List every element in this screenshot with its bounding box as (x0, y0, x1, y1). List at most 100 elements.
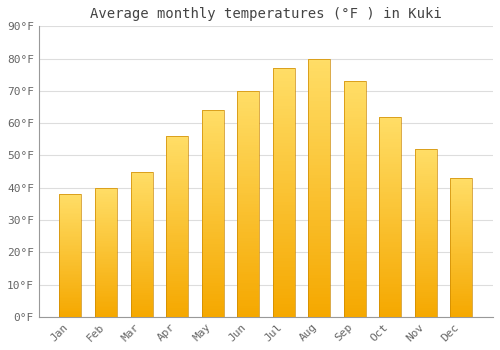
Bar (130, 188, 152, 190)
Bar (450, 246, 472, 247)
Bar (344, 311, 366, 314)
Bar (272, 220, 294, 224)
Bar (202, 152, 224, 154)
Bar (95, 312, 117, 314)
Bar (95, 256, 117, 257)
Bar (60, 208, 82, 209)
Bar (450, 300, 472, 301)
Bar (308, 268, 330, 272)
Bar (95, 217, 117, 218)
Bar (272, 239, 294, 242)
Bar (60, 304, 82, 306)
Bar (308, 214, 330, 217)
Bar (166, 161, 188, 163)
Bar (95, 304, 117, 306)
Bar (166, 168, 188, 170)
Bar (60, 223, 82, 225)
Bar (202, 203, 224, 206)
Bar (450, 261, 472, 263)
Bar (60, 251, 82, 252)
Bar (415, 180, 437, 182)
Bar (60, 239, 82, 240)
Bar (344, 199, 366, 202)
Bar (308, 136, 330, 139)
Bar (130, 297, 152, 299)
Bar (237, 97, 259, 99)
Bar (415, 298, 437, 300)
Bar (380, 297, 402, 299)
Bar (380, 244, 402, 247)
Bar (272, 127, 294, 131)
Bar (344, 231, 366, 235)
Bar (60, 236, 82, 237)
Bar (450, 265, 472, 266)
Bar (415, 250, 437, 252)
Bar (237, 272, 259, 274)
Bar (344, 243, 366, 246)
Bar (308, 149, 330, 152)
Bar (202, 245, 224, 247)
Bar (130, 231, 152, 233)
Bar (380, 119, 402, 122)
Bar (202, 139, 224, 141)
Bar (380, 294, 402, 297)
Bar (272, 75, 294, 78)
Bar (130, 173, 152, 175)
Bar (166, 141, 188, 143)
Bar (95, 298, 117, 299)
Bar (237, 274, 259, 277)
Bar (272, 146, 294, 149)
Bar (415, 168, 437, 170)
Bar (95, 218, 117, 220)
Bar (95, 212, 117, 214)
Bar (60, 217, 82, 219)
Bar (415, 184, 437, 187)
Bar (130, 304, 152, 306)
Bar (380, 209, 402, 212)
Bar (202, 175, 224, 177)
Bar (450, 263, 472, 265)
Bar (60, 306, 82, 308)
Bar (308, 181, 330, 184)
Bar (415, 306, 437, 308)
Bar (60, 249, 82, 251)
Bar (450, 306, 472, 308)
Bar (450, 226, 472, 228)
Bar (344, 287, 366, 290)
Bar (380, 222, 402, 224)
Bar (166, 294, 188, 296)
Bar (166, 183, 188, 186)
Bar (415, 243, 437, 245)
Bar (202, 193, 224, 195)
Bar (380, 219, 402, 222)
Bar (344, 255, 366, 258)
Bar (415, 214, 437, 216)
Bar (202, 116, 224, 118)
Bar (130, 177, 152, 179)
Bar (60, 220, 82, 222)
Bar (272, 236, 294, 239)
Bar (344, 202, 366, 205)
Bar (60, 289, 82, 291)
Bar (60, 226, 82, 228)
Bar (308, 239, 330, 243)
Bar (450, 294, 472, 296)
Bar (95, 238, 117, 239)
Bar (60, 272, 82, 274)
Bar (380, 307, 402, 309)
Bar (95, 188, 117, 317)
Bar (166, 143, 188, 145)
Bar (308, 100, 330, 104)
Bar (166, 159, 188, 161)
Bar (344, 193, 366, 196)
Bar (130, 206, 152, 208)
Bar (130, 288, 152, 289)
Bar (60, 225, 82, 226)
Bar (380, 187, 402, 189)
Bar (130, 186, 152, 188)
Bar (272, 68, 294, 71)
Bar (450, 183, 472, 185)
Bar (166, 136, 188, 317)
Bar (60, 280, 82, 281)
Bar (130, 253, 152, 255)
